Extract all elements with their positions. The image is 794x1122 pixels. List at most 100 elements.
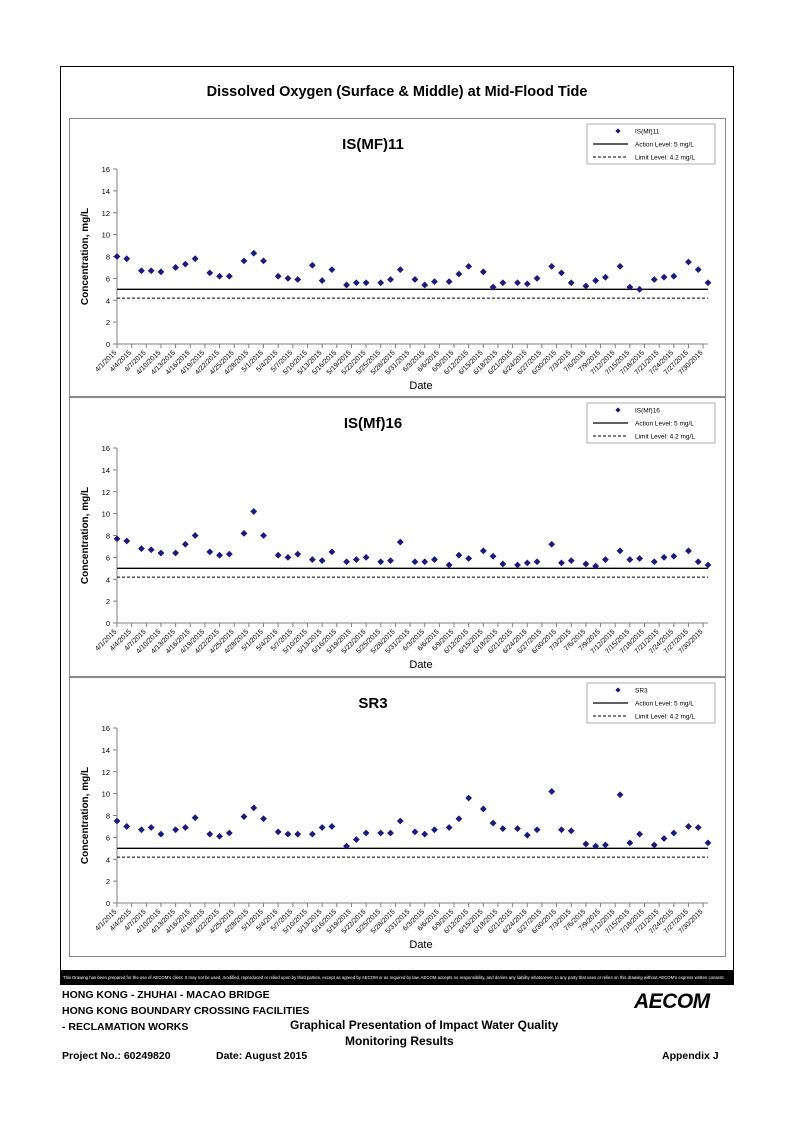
data-point xyxy=(113,253,121,260)
data-point xyxy=(582,840,590,848)
data-point xyxy=(191,532,199,539)
footer-line-1: HONG KONG - ZHUHAI - MACAO BRIDGE xyxy=(62,989,270,1001)
page-title: Dissolved Oxygen (Surface & Middle) at M… xyxy=(206,84,588,100)
x-axis-label: Date xyxy=(409,380,432,392)
data-point xyxy=(694,558,702,566)
data-point xyxy=(602,841,609,849)
data-point xyxy=(636,285,644,293)
footer-line-2: HONG KONG BOUNDARY CROSSING FACILITIES xyxy=(62,1005,310,1017)
y-axis-label: Concentration, mg/L xyxy=(80,767,91,864)
y-tick-label: 10 xyxy=(102,231,110,240)
data-point xyxy=(445,824,453,831)
y-tick-label: 0 xyxy=(106,340,110,349)
data-point xyxy=(274,272,282,280)
data-point xyxy=(704,279,712,287)
data-point xyxy=(206,830,214,838)
y-tick-label: 14 xyxy=(102,746,110,755)
data-point xyxy=(172,264,180,271)
data-point xyxy=(685,823,692,830)
data-point xyxy=(274,828,282,836)
data-point xyxy=(284,553,292,561)
y-tick-label: 16 xyxy=(102,444,110,453)
legend-marker xyxy=(615,687,621,693)
data-point xyxy=(567,279,575,287)
y-tick-label: 4 xyxy=(106,296,110,305)
y-tick-label: 0 xyxy=(106,899,110,908)
data-point xyxy=(445,561,453,569)
data-point xyxy=(431,278,438,286)
data-point xyxy=(250,508,258,515)
data-point xyxy=(455,551,463,559)
data-point xyxy=(318,824,326,831)
data-point xyxy=(582,560,590,568)
legend: IS(Mf)11 Action Level: 5 mg/L Limit Level:… xyxy=(586,123,716,165)
data-point xyxy=(479,268,487,276)
data-point xyxy=(377,558,385,566)
data-point xyxy=(514,561,521,569)
data-point xyxy=(465,555,473,562)
data-point xyxy=(411,276,419,283)
data-point xyxy=(670,829,678,837)
legend-label: Limit Level: 4.2 mg/L xyxy=(635,714,695,721)
data-point xyxy=(455,815,463,823)
data-point xyxy=(421,830,429,838)
data-point xyxy=(636,555,644,562)
data-point xyxy=(157,830,165,838)
footer-subject-2: Monitoring Results xyxy=(345,1034,454,1048)
y-tick-label: 6 xyxy=(106,274,110,283)
data-point xyxy=(343,842,350,850)
data-point xyxy=(250,804,258,812)
data-point xyxy=(147,824,155,831)
data-point xyxy=(670,272,678,280)
data-point xyxy=(308,830,316,838)
data-point xyxy=(685,547,692,555)
data-point xyxy=(240,813,248,820)
data-point xyxy=(216,551,223,559)
data-point xyxy=(396,817,404,825)
y-tick-label: 14 xyxy=(102,187,110,196)
x-axis-label: Date xyxy=(409,659,432,671)
data-point xyxy=(582,282,590,290)
y-tick-label: 14 xyxy=(102,466,110,475)
data-point xyxy=(284,830,292,838)
data-point xyxy=(567,827,575,835)
data-point xyxy=(558,269,565,277)
data-point xyxy=(660,553,668,561)
data-point xyxy=(704,839,712,847)
data-point xyxy=(216,272,223,280)
data-point xyxy=(489,283,497,291)
data-point xyxy=(172,826,180,834)
data-point xyxy=(294,550,302,558)
data-point xyxy=(343,281,350,289)
data-point xyxy=(308,261,316,269)
data-point xyxy=(123,255,131,263)
data-point xyxy=(616,791,624,799)
chart-title: SR3 xyxy=(358,695,387,712)
data-point xyxy=(465,794,473,802)
project-number: Project No.: 60249820 xyxy=(62,1050,171,1062)
data-point xyxy=(489,552,497,560)
data-point xyxy=(328,548,336,556)
data-point xyxy=(602,556,609,563)
data-point xyxy=(362,829,370,837)
data-point xyxy=(533,826,541,834)
aecom-logo: AECOM xyxy=(634,990,710,1013)
data-point xyxy=(387,557,394,565)
data-point xyxy=(138,267,145,275)
data-point xyxy=(147,546,155,554)
data-point xyxy=(548,788,556,795)
data-point xyxy=(396,266,404,274)
data-point xyxy=(660,835,668,842)
chart-title: IS(MF)11 xyxy=(342,136,404,153)
data-point xyxy=(499,279,507,287)
data-point xyxy=(216,832,223,840)
data-point xyxy=(479,547,487,555)
data-point xyxy=(479,805,487,813)
legend-marker xyxy=(615,128,621,134)
y-axis-label: Concentration, mg/L xyxy=(80,208,91,305)
data-point xyxy=(694,824,702,831)
data-point xyxy=(260,815,267,823)
data-point xyxy=(704,561,712,569)
chart-title: IS(Mf)16 xyxy=(344,415,402,432)
data-point xyxy=(548,262,556,270)
